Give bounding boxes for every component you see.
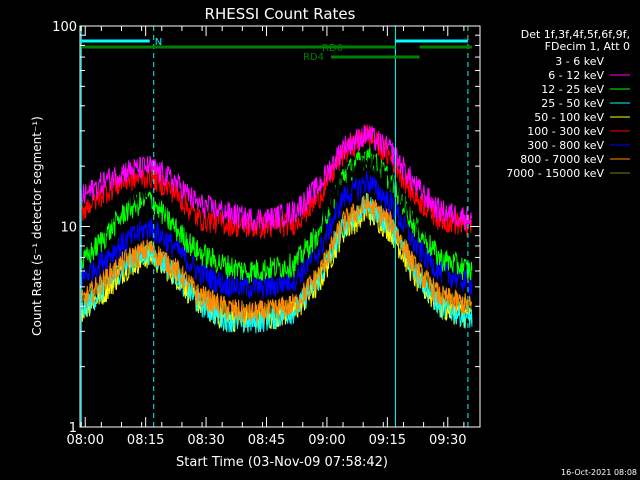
timestamp: 16-Oct-2021 08:08 [561, 468, 637, 477]
series-800-7000-kev [80, 193, 473, 325]
x-tick-label: 08:15 [127, 433, 164, 448]
x-tick-label: 08:45 [248, 433, 285, 448]
x-tick-label: 09:15 [369, 433, 406, 448]
flag-label-rd0: RD0 [322, 43, 343, 54]
legend-label-6-12-kev: 6 - 12 keV [548, 69, 604, 82]
y-tick-label: 1 [69, 421, 77, 436]
x-tick-label: 08:00 [67, 433, 104, 448]
legend-label-800-7000-kev: 800 - 7000 keV [520, 153, 604, 166]
legend-label-50-100-kev: 50 - 100 keV [534, 111, 604, 124]
y-axis-label: Count Rate (s⁻¹ detector segment⁻¹) [30, 116, 44, 336]
legend-header-line-2: FDecim 1, Att 0 [545, 40, 630, 53]
chart-title: RHESSI Count Rates [205, 5, 356, 23]
series-3-6-kev [80, 153, 473, 260]
legend-label-3-6-kev: 3 - 6 keV [555, 55, 604, 68]
legend-label-300-800-kev: 300 - 800 keV [527, 139, 604, 152]
y-tick-label: 100 [52, 20, 77, 35]
legend-label-7000-15000-kev: 7000 - 15000 keV [506, 167, 604, 180]
x-tick-label: 09:00 [308, 433, 345, 448]
x-tick-label: 08:30 [187, 433, 224, 448]
series-line-3-6-kev [80, 153, 473, 260]
legend: Det 1f,3f,4f,5f,6f,9f, FDecim 1, Att 0 3… [506, 28, 630, 180]
y-tick-label: 10 [60, 221, 77, 236]
legend-label-12-25-kev: 12 - 25 keV [541, 83, 604, 96]
series-line-300-800-kev [80, 171, 473, 300]
flag-label-rd4: RD4 [303, 52, 324, 63]
series-300-800-kev [80, 171, 473, 300]
x-tick-label: 09:30 [429, 433, 466, 448]
legend-label-25-50-kev: 25 - 50 keV [541, 97, 604, 110]
y-axis: 1 10 100 [52, 20, 480, 436]
series-line-800-7000-kev [80, 193, 473, 325]
flag-label-n: N [155, 37, 162, 48]
series-6-12-kev [80, 124, 473, 232]
x-axis: 08:00 08:15 08:30 08:45 09:00 09:15 09:30 [67, 26, 467, 448]
legend-header-line-1: Det 1f,3f,4f,5f,6f,9f, [521, 28, 630, 41]
x-axis-label: Start Time (03-Nov-09 07:58:42) [176, 455, 388, 470]
legend-label-100-300-kev: 100 - 300 keV [527, 125, 604, 138]
series-line-6-12-kev [80, 124, 473, 232]
